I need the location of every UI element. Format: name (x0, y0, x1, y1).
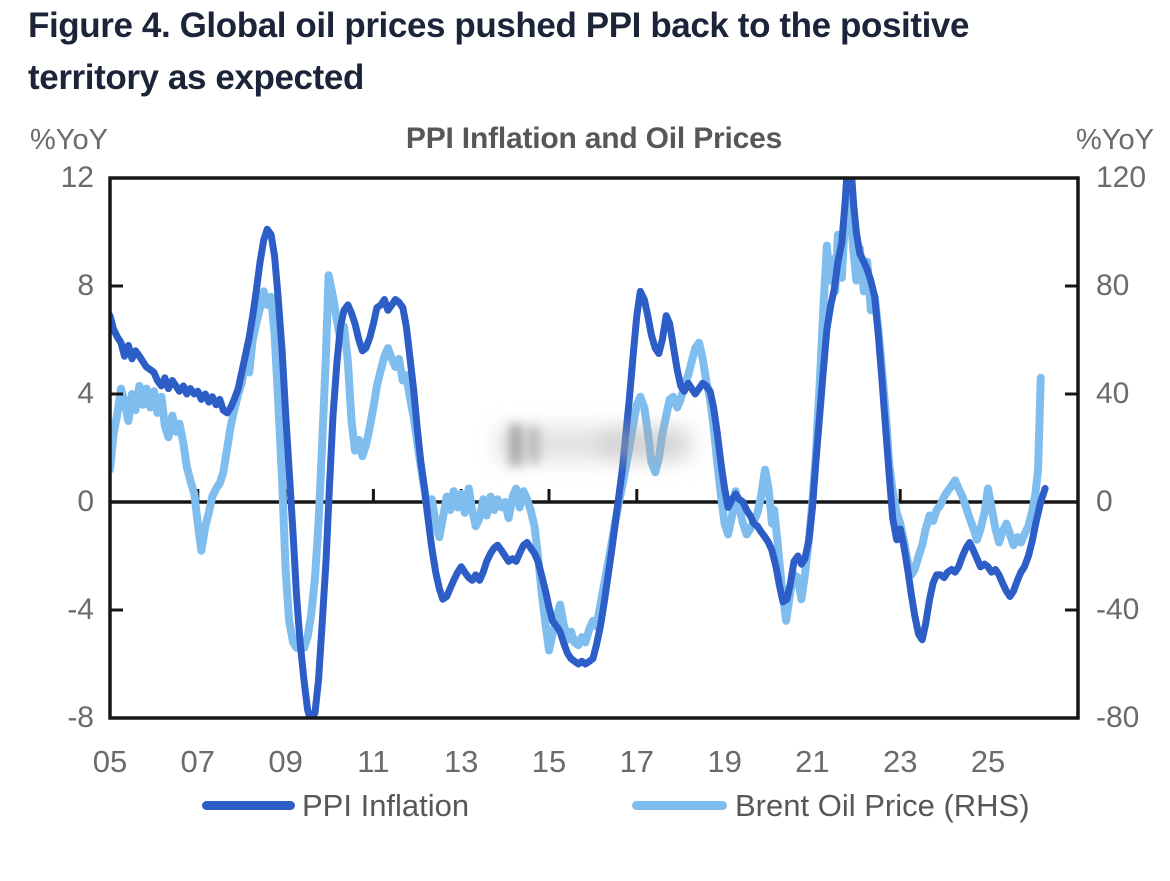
left-axis-tick-label: -8 (67, 701, 94, 734)
right-axis-tick-label: 80 (1096, 269, 1130, 302)
legend-label-brent-oil-price: Brent Oil Price (RHS) (735, 788, 1030, 823)
x-axis-tick-label: 25 (970, 744, 1006, 779)
figure-title-line-1: Figure 4. Global oil prices pushed PPI b… (28, 6, 970, 45)
legend-label-ppi-inflation: PPI Inflation (302, 788, 470, 823)
left-axis-tick-label: 4 (77, 377, 94, 410)
plot-border (108, 176, 1080, 720)
legend-swatch-brent-oil-price (632, 801, 727, 810)
x-axis-tick-label: 23 (882, 744, 918, 779)
right-axis-tick-label: 0 (1096, 485, 1113, 518)
x-axis-tick-label: 21 (795, 744, 830, 779)
x-axis-tick-label: 05 (92, 744, 128, 779)
right-axis-tick-label: -80 (1096, 701, 1140, 734)
left-axis-tick-label: 8 (77, 269, 94, 302)
x-axis-tick-label: 15 (531, 744, 567, 779)
right-axis-tick-label: 120 (1096, 161, 1147, 194)
series-line-brent-oil-price-rhs (110, 192, 1045, 655)
chart-title: PPI Inflation and Oil Prices (405, 122, 783, 155)
right-axis-tick-label: 40 (1096, 377, 1130, 410)
left-axis-tick-label: 0 (77, 485, 94, 518)
x-axis-tick-label: 19 (707, 744, 742, 779)
figure-title-line-2: territory as expected (28, 58, 364, 97)
x-axis-tick-label: 13 (443, 744, 479, 779)
series-line-ppi-inflation (110, 178, 1049, 718)
x-axis-tick-label: 17 (619, 744, 655, 779)
right-axis-unit-label: %YoY (1076, 124, 1154, 156)
x-axis-tick-label: 07 (180, 744, 216, 779)
x-axis-tick-label: 11 (357, 744, 390, 779)
legend-swatch-ppi-inflation (202, 801, 295, 810)
right-axis-tick-label: -40 (1096, 593, 1140, 626)
x-axis-tick-label: 09 (268, 744, 303, 779)
left-axis-tick-label: -4 (67, 593, 94, 626)
left-axis-unit-label: %YoY (30, 124, 108, 156)
left-axis-tick-label: 12 (60, 161, 94, 194)
